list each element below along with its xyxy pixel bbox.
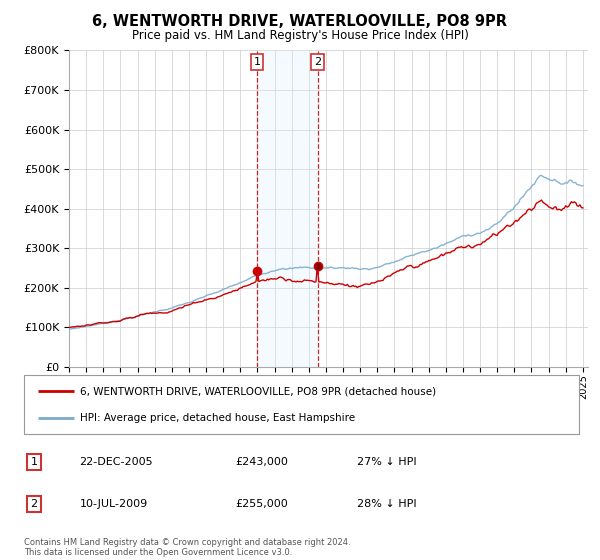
Text: 22-DEC-2005: 22-DEC-2005 (79, 457, 153, 467)
Text: £243,000: £243,000 (235, 457, 288, 467)
Text: 1: 1 (253, 57, 260, 67)
Text: 2: 2 (314, 57, 322, 67)
Text: Price paid vs. HM Land Registry's House Price Index (HPI): Price paid vs. HM Land Registry's House … (131, 29, 469, 42)
FancyBboxPatch shape (24, 375, 579, 434)
Text: 6, WENTWORTH DRIVE, WATERLOOVILLE, PO8 9PR (detached house): 6, WENTWORTH DRIVE, WATERLOOVILLE, PO8 9… (79, 386, 436, 396)
Text: 10-JUL-2009: 10-JUL-2009 (79, 499, 148, 509)
Text: 27% ↓ HPI: 27% ↓ HPI (357, 457, 416, 467)
Text: £255,000: £255,000 (235, 499, 287, 509)
Text: 6, WENTWORTH DRIVE, WATERLOOVILLE, PO8 9PR: 6, WENTWORTH DRIVE, WATERLOOVILLE, PO8 9… (92, 14, 508, 29)
Bar (257, 50, 318, 367)
Text: 1: 1 (31, 457, 37, 467)
Text: 2: 2 (31, 499, 38, 509)
Text: Contains HM Land Registry data © Crown copyright and database right 2024.
This d: Contains HM Land Registry data © Crown c… (24, 538, 350, 557)
Text: HPI: Average price, detached house, East Hampshire: HPI: Average price, detached house, East… (79, 413, 355, 423)
Text: 28% ↓ HPI: 28% ↓ HPI (357, 499, 416, 509)
